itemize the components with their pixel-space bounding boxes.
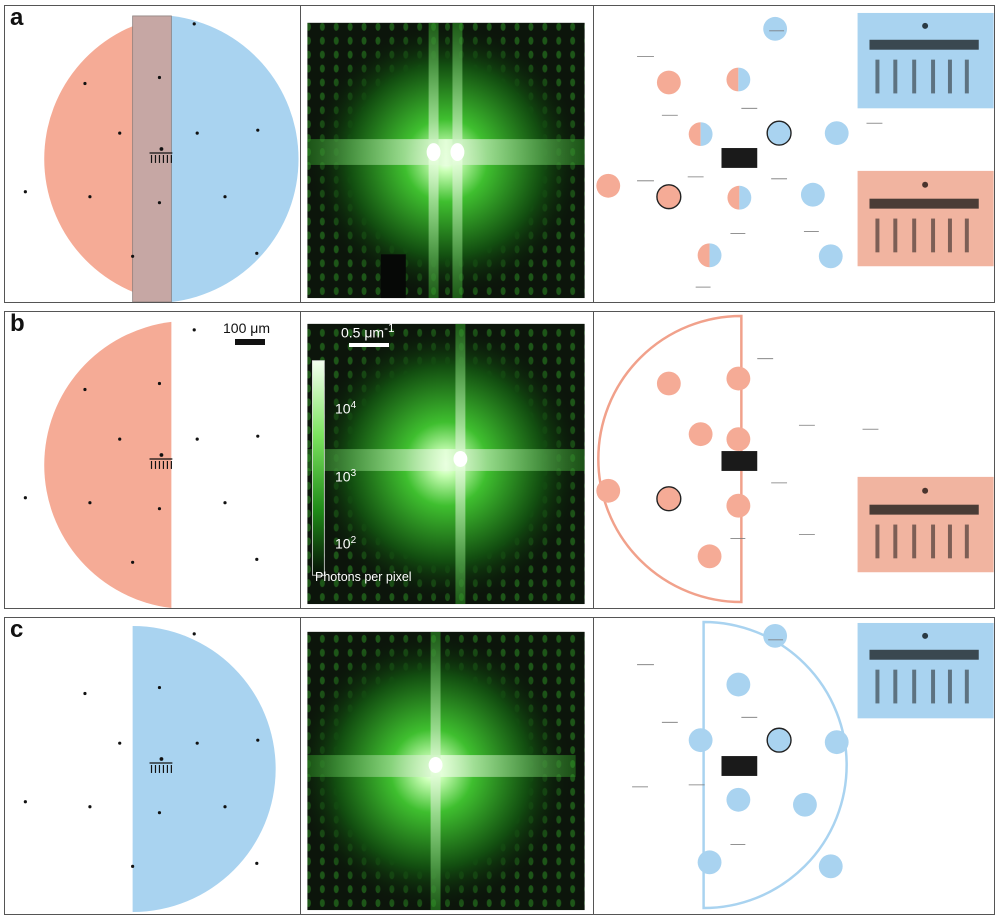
central-object bbox=[721, 148, 758, 168]
faint-object-copies bbox=[632, 639, 784, 845]
central-object bbox=[721, 756, 758, 776]
left-half-mask bbox=[44, 321, 172, 608]
central-peak-left bbox=[426, 143, 441, 161]
test-object-icon bbox=[149, 453, 173, 469]
scale-bar-reciprocal-line bbox=[349, 342, 389, 347]
colorbar-tick-1e3: 103 bbox=[335, 468, 357, 485]
scale-bar-label: 100 μm bbox=[223, 320, 270, 336]
central-peak bbox=[428, 757, 443, 773]
diffraction-panel-a bbox=[301, 6, 594, 302]
right-half-mask bbox=[132, 625, 276, 913]
central-peak bbox=[453, 451, 468, 467]
highlight-circle bbox=[656, 486, 682, 512]
horizontal-streak bbox=[307, 139, 585, 165]
highlight-circle bbox=[766, 120, 792, 146]
colorbar bbox=[312, 360, 325, 576]
diffraction-panel-c bbox=[301, 618, 594, 914]
reconstruction-panel-a bbox=[594, 6, 994, 302]
panel-label-c: c bbox=[10, 616, 24, 643]
row-a: a bbox=[4, 4, 995, 303]
colorbar-title: Photons per pixel bbox=[315, 570, 412, 584]
test-object-icon bbox=[149, 147, 173, 163]
scale-bar-reciprocal-exp: -1 bbox=[384, 322, 395, 335]
highlight-circle bbox=[656, 184, 682, 210]
reconstruction-panel-b bbox=[594, 312, 994, 608]
colorbar-tick-1e2: 102 bbox=[335, 535, 357, 552]
scale-bar-reciprocal: 0.5 μm-1 bbox=[341, 322, 394, 347]
object-panel-c: c bbox=[5, 616, 301, 914]
panel-label-b: b bbox=[10, 310, 25, 337]
faint-object-copies bbox=[730, 358, 879, 539]
inset-reconstruction-right bbox=[857, 622, 994, 719]
inset-reconstruction-right bbox=[857, 12, 994, 109]
colorbar-tick-1e4: 104 bbox=[335, 400, 357, 417]
pinhole-dots bbox=[23, 328, 260, 564]
pinhole-dots bbox=[23, 632, 260, 868]
object-panel-b: b 100 μm bbox=[5, 310, 301, 608]
reconstruction-panel-c bbox=[594, 618, 994, 914]
pinhole-dots bbox=[23, 22, 260, 258]
beamstop-shadow bbox=[380, 254, 406, 299]
panel-label-a: a bbox=[10, 4, 24, 31]
row-b: b 100 μm bbox=[4, 310, 995, 609]
test-object-icon bbox=[149, 757, 173, 773]
highlight-circle bbox=[766, 727, 792, 753]
horizontal-streak bbox=[307, 449, 585, 471]
scale-bar-line bbox=[235, 339, 265, 345]
left-half-outline bbox=[597, 314, 743, 604]
central-object bbox=[721, 451, 758, 471]
scale-bar-reciprocal-label: 0.5 μm bbox=[341, 324, 385, 341]
reconstruction-spots bbox=[688, 623, 849, 879]
row-c: c bbox=[4, 616, 995, 915]
right-half-mask bbox=[171, 15, 299, 302]
central-peak-right bbox=[450, 143, 465, 161]
reconstruction-spots bbox=[596, 366, 751, 569]
scale-bar-100um: 100 μm bbox=[223, 320, 270, 345]
object-panel-a: a bbox=[5, 4, 301, 302]
faint-object-copies bbox=[637, 30, 883, 288]
reconstruction-spots bbox=[596, 16, 849, 269]
diffraction-panel-b: 0.5 μm-1 104 103 102 Photons per pixel bbox=[301, 312, 594, 608]
